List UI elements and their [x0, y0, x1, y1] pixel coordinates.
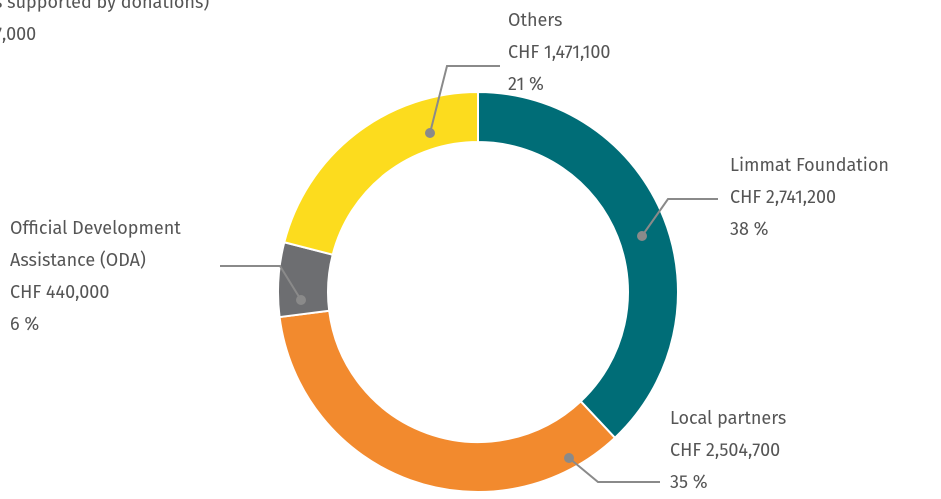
- slice-label: Others CHF 1,471,100 21 %: [508, 4, 610, 100]
- slice-label: Limmat Foundation CHF 2,741,200 38 %: [730, 149, 889, 245]
- chart-title: s supported by donations): [0, 0, 210, 13]
- value-label: 38 %: [730, 218, 769, 240]
- leader-line: [429, 65, 500, 134]
- donut-slice: [477, 90, 679, 440]
- category-label: Limmat Foundation: [730, 154, 889, 176]
- category-label: Others: [508, 9, 563, 31]
- chart-subtitle: 7,000: [0, 23, 37, 45]
- leader-line: [220, 265, 302, 301]
- leader-dot: [425, 128, 435, 138]
- value-label: 21 %: [508, 73, 544, 95]
- donut-slice: [283, 90, 479, 256]
- leader-dot: [637, 231, 647, 241]
- amount-label: CHF 2,741,200: [730, 186, 837, 208]
- leader-line: [568, 457, 660, 483]
- category-label: Local partners: [670, 407, 787, 429]
- title-block: s supported by donations) 7,000: [0, 0, 209, 50]
- value-label: 35 %: [670, 471, 708, 493]
- value-label: 6 %: [10, 313, 40, 335]
- amount-label: CHF 2,504,700: [670, 439, 781, 461]
- leader-dot: [564, 453, 574, 463]
- amount-label: CHF 440,000: [10, 281, 110, 303]
- leader-line: [641, 198, 718, 237]
- slice-label: Official Development Assistance (ODA) CHF…: [10, 212, 250, 340]
- leader-dot: [296, 295, 306, 305]
- amount-label: CHF 1,471,100: [508, 41, 611, 63]
- slice-label: Local partners CHF 2,504,700 35 %: [670, 402, 786, 498]
- donut-slice: [278, 309, 617, 493]
- category-label: Official Development Assistance (ODA): [10, 217, 181, 271]
